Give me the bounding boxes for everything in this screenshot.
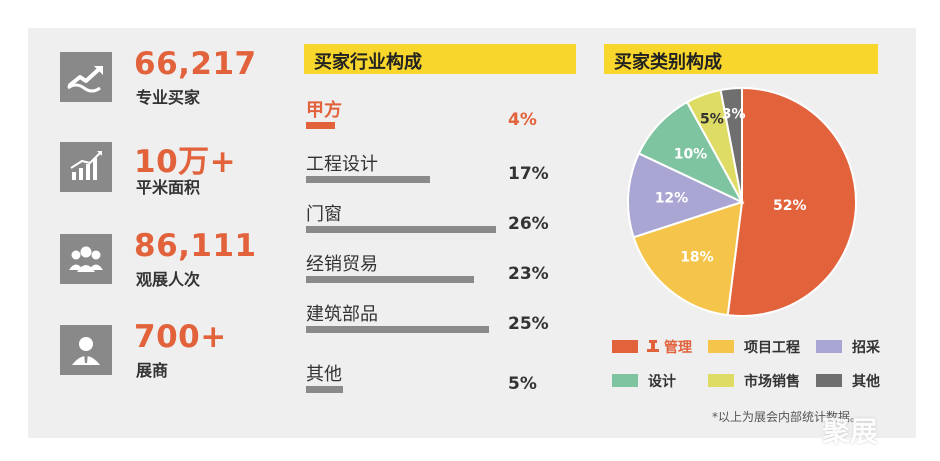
pie-slice-3 bbox=[627, 152, 745, 239]
stat-label: 展商 bbox=[136, 361, 169, 380]
industry-bar bbox=[306, 122, 336, 129]
pie-value-label: 18% bbox=[680, 249, 714, 265]
pie-value-label: 3% bbox=[722, 106, 746, 122]
industry-row: 甲方 4% bbox=[306, 96, 556, 136]
legend-swatch bbox=[816, 340, 842, 353]
industry-name: 建筑部品 bbox=[306, 304, 378, 325]
pie-value-label: 52% bbox=[773, 198, 807, 214]
stat-label: 平米面积 bbox=[136, 178, 201, 197]
category-title: 买家类别构成 bbox=[614, 52, 722, 73]
stat-value: 10万+ bbox=[134, 144, 237, 180]
industry-row: 工程设计 17% bbox=[306, 150, 556, 190]
industry-title: 买家行业构成 bbox=[314, 52, 422, 73]
industry-bar bbox=[306, 386, 343, 393]
manager-icon bbox=[647, 340, 659, 352]
legend-swatch bbox=[816, 374, 842, 387]
pie-slice-6 bbox=[719, 86, 743, 203]
industry-pct: 25% bbox=[508, 314, 549, 334]
industry-bar bbox=[306, 326, 489, 333]
pie-slice-4 bbox=[637, 100, 745, 205]
legend-swatch bbox=[708, 374, 734, 387]
industry-bar bbox=[306, 276, 474, 283]
industry-name: 经销贸易 bbox=[306, 254, 378, 275]
industry-pct: 4% bbox=[508, 110, 537, 130]
pie-slice-2 bbox=[632, 200, 744, 317]
industry-bar bbox=[306, 176, 431, 183]
watermark: 聚展 bbox=[822, 415, 879, 448]
industry-name: 门窗 bbox=[306, 204, 342, 225]
industry-row: 其他 5% bbox=[306, 360, 556, 400]
industry-pct: 17% bbox=[508, 164, 549, 184]
industry-name: 甲方 bbox=[306, 100, 342, 121]
stat-value: 700+ bbox=[134, 319, 227, 355]
legend-label: 管理 bbox=[664, 340, 692, 356]
pie-value-label: 10% bbox=[674, 147, 708, 163]
industry-name: 其他 bbox=[306, 364, 342, 385]
industry-row: 建筑部品 25% bbox=[306, 300, 556, 340]
industry-row: 经销贸易 23% bbox=[306, 250, 556, 290]
legend-swatch bbox=[708, 340, 734, 353]
stat-label: 观展人次 bbox=[136, 270, 201, 289]
industry-heading: 买家行业构成 bbox=[304, 44, 576, 74]
stat-label: 专业买家 bbox=[136, 88, 201, 107]
area-chart-icon bbox=[60, 142, 112, 192]
exhibitor-icon bbox=[60, 325, 112, 375]
legend-label: 其他 bbox=[852, 374, 880, 390]
handshake-growth-icon bbox=[60, 52, 112, 102]
stat-value: 66,217 bbox=[134, 46, 257, 82]
footnote: *以上为展会内部统计数据。 bbox=[712, 410, 863, 424]
industry-row: 门窗 26% bbox=[306, 200, 556, 240]
legend-label: 设计 bbox=[648, 374, 676, 390]
legend-label: 招采 bbox=[852, 340, 880, 356]
visitors-icon bbox=[60, 234, 112, 284]
category-heading: 买家类别构成 bbox=[604, 44, 878, 74]
pie-value-label: 12% bbox=[655, 191, 689, 207]
legend-label: 市场销售 bbox=[744, 374, 800, 390]
legend-swatch bbox=[612, 374, 638, 387]
legend-label: 项目工程 bbox=[744, 340, 800, 356]
legend-swatch bbox=[612, 340, 638, 353]
industry-bar bbox=[306, 226, 496, 233]
category-pie-chart: 52% 18% 12% 10% 5%3% bbox=[627, 86, 857, 317]
industry-name: 工程设计 bbox=[306, 154, 378, 175]
industry-pct: 23% bbox=[508, 264, 549, 284]
industry-pct: 26% bbox=[508, 214, 549, 234]
industry-pct: 5% bbox=[508, 374, 537, 394]
stat-value: 86,111 bbox=[134, 228, 257, 264]
pie-value-label: 5% bbox=[700, 111, 724, 127]
pie-slice-1 bbox=[726, 86, 857, 317]
